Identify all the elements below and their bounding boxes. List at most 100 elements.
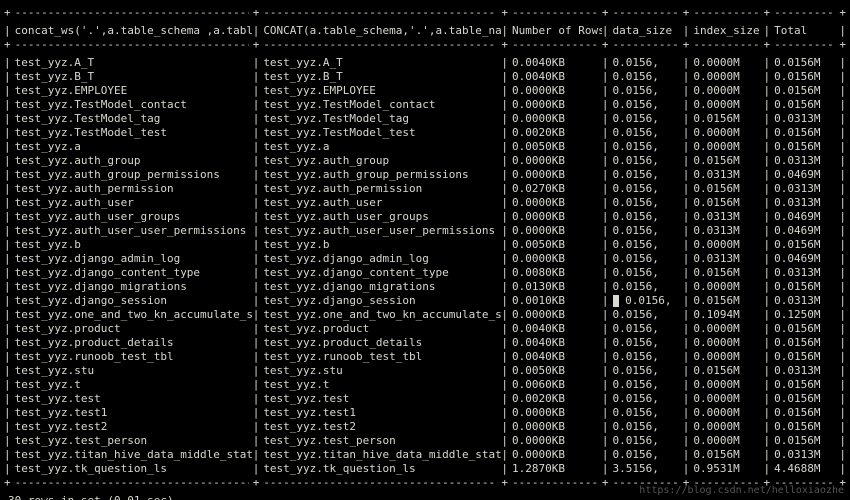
table-cell: 0.0060KB (508, 378, 602, 392)
table-cell: 0.0156M (770, 84, 839, 98)
table-cell: 0.0000M (689, 336, 763, 350)
separator-line: +---------------------------------------… (4, 38, 846, 56)
table-cell: 0.0156M (689, 448, 763, 462)
table-cell: 0.0050KB (508, 140, 602, 154)
table-cell: 0.0156M (770, 322, 839, 336)
table-row: |test_yyz.auth_group|test_yyz.auth_group… (4, 154, 846, 168)
table-row: |test_yyz.TestModel_contact|test_yyz.Tes… (4, 98, 846, 112)
table-cell: 0.0040KB (508, 350, 602, 364)
table-cell: 0.0000M (689, 56, 763, 70)
table-cell: 0.0000M (689, 434, 763, 448)
table-cell: 0.0020KB (508, 392, 602, 406)
table-cell: 0.0156M (689, 112, 763, 126)
table-cell: 0.0156M (770, 98, 839, 112)
table-cell: 0.0000M (689, 420, 763, 434)
table-cell: 0.0156M (770, 378, 839, 392)
table-cell: test_yyz.stu (11, 364, 253, 378)
table-row: |test_yyz.EMPLOYEE|test_yyz.EMPLOYEE|0.0… (4, 84, 846, 98)
table-row: |test_yyz.django_migrations|test_yyz.dja… (4, 280, 846, 294)
table-cell: test_yyz.auth_group_permissions (259, 168, 501, 182)
table-row: |test_yyz.product_details|test_yyz.produ… (4, 336, 846, 350)
table-cell: 0.0156, (609, 378, 683, 392)
table-cell: 0.0000M (689, 322, 763, 336)
table-cell: 0.0156, (609, 56, 683, 70)
table-cell: 0.0000M (689, 140, 763, 154)
table-cell: test_yyz.product (11, 322, 253, 336)
terminal-output: +---------------------------------------… (0, 0, 850, 500)
table-header-row: |concat_ws('.',a.table_schema ,a.table_n… (4, 24, 846, 38)
table-cell: test_yyz.EMPLOYEE (259, 84, 501, 98)
table-cell: 0.0000KB (508, 168, 602, 182)
table-cell: test_yyz.auth_user_user_permissions (11, 224, 253, 238)
table-cell: test_yyz.tk_question_ls (11, 462, 253, 476)
table-row: |test_yyz.titan_hive_data_middle_status_… (4, 448, 846, 462)
table-row: |test_yyz.a|test_yyz.a|0.0050KB|0.0156,|… (4, 140, 846, 154)
table-row: |test_yyz.TestModel_tag|test_yyz.TestMod… (4, 112, 846, 126)
table-cell: 0.0020KB (508, 126, 602, 140)
table-row: |test_yyz.auth_group_permissions|test_yy… (4, 168, 846, 182)
table-cell: 0.0313M (770, 112, 839, 126)
separator-line: +---------------------------------------… (4, 6, 846, 24)
table-cell: 0.0156, (609, 252, 683, 266)
table-cell: 0.0156M (770, 434, 839, 448)
table-cell: 4.4688M (770, 462, 839, 476)
table-cell: 0.0156, (609, 182, 683, 196)
table-row: |test_yyz.django_admin_log|test_yyz.djan… (4, 252, 846, 266)
table-cell: 0.0156M (689, 364, 763, 378)
table-cell: 0.0469M (770, 210, 839, 224)
table-cell: test_yyz.t (259, 378, 501, 392)
table-row: |test_yyz.runoob_test_tbl|test_yyz.runoo… (4, 350, 846, 364)
table-cell: 0.0313M (689, 252, 763, 266)
table-cell: 0.0469M (770, 252, 839, 266)
table-cell: 0.0156M (770, 140, 839, 154)
table-cell: test_yyz.runoob_test_tbl (11, 350, 253, 364)
table-cell: 0.0156M (770, 406, 839, 420)
table-cell: test_yyz.django_migrations (11, 280, 253, 294)
table-cell: 0.0000KB (508, 98, 602, 112)
table-cell: test_yyz.test (259, 392, 501, 406)
table-cell: 0.0313M (689, 210, 763, 224)
table-cell: test_yyz.A_T (259, 56, 501, 70)
table-cell: test_yyz.product (259, 322, 501, 336)
table-cell: 0.0156, (609, 308, 683, 322)
table-cell: 0.0156, (609, 266, 683, 280)
table-cell: 0.0050KB (508, 364, 602, 378)
table-cell: 0.0000KB (508, 420, 602, 434)
table-row: |test_yyz.TestModel_test|test_yyz.TestMo… (4, 126, 846, 140)
watermark-text: https://blog.csdn.net/helloxiaozhe (639, 484, 844, 498)
table-row: |test_yyz.A_T|test_yyz.A_T|0.0040KB|0.01… (4, 56, 846, 70)
table-cell: 0.0156M (689, 182, 763, 196)
table-cell: test_yyz.test1 (11, 406, 253, 420)
table-cell: 0.1094M (689, 308, 763, 322)
table-cell: test_yyz.b (11, 238, 253, 252)
table-cell: test_yyz.auth_user_groups (259, 210, 501, 224)
table-cell: 0.0000KB (508, 196, 602, 210)
table-cell: 0.0313M (770, 154, 839, 168)
table-cell: 0.0156, (609, 280, 683, 294)
table-cell: 0.0156M (770, 238, 839, 252)
column-header: index_size (689, 24, 763, 38)
sql-result-table: +---------------------------------------… (4, 6, 846, 500)
table-cell: test_yyz.django_admin_log (11, 252, 253, 266)
table-cell: test_yyz.runoob_test_tbl (259, 350, 501, 364)
table-cell: test_yyz.TestModel_contact (259, 98, 501, 112)
table-cell: 0.0000M (689, 378, 763, 392)
table-cell: 0.0000KB (508, 448, 602, 462)
table-cell: test_yyz.auth_permission (259, 182, 501, 196)
table-cell: 0.0156, (609, 196, 683, 210)
table-cell: test_yyz.django_migrations (259, 280, 501, 294)
table-row: |test_yyz.one_and_two_kn_accumulate_star… (4, 308, 846, 322)
table-cell: 0.0469M (770, 224, 839, 238)
table-cell: test_yyz.test_person (11, 434, 253, 448)
table-cell: test_yyz.test2 (259, 420, 501, 434)
table-cell: test_yyz.product_details (259, 336, 501, 350)
table-row: |test_yyz.tk_question_ls|test_yyz.tk_que… (4, 462, 846, 476)
table-cell: 0.0313M (689, 168, 763, 182)
table-row: |test_yyz.auth_user_user_permissions|tes… (4, 224, 846, 238)
table-cell: 0.0313M (770, 266, 839, 280)
table-cell: test_yyz.django_session (259, 294, 501, 308)
table-cell: test_yyz.django_content_type (11, 266, 253, 280)
table-cell: 0.0313M (770, 196, 839, 210)
table-cell: test_yyz.titan_hive_data_middle_status_n… (259, 448, 501, 462)
table-cell: 0.0156, (609, 448, 683, 462)
